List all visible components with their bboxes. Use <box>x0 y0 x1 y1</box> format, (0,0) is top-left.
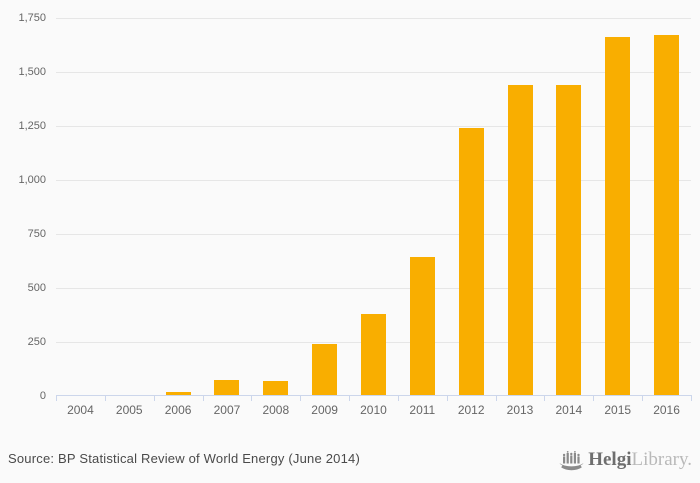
bar-slot <box>398 18 447 396</box>
bar-series <box>56 18 691 396</box>
x-axis-category-labels: 2004 2005 2006 2007 2008 2009 2010 2011 2012 2013… <box>56 403 691 417</box>
gridline <box>56 18 691 19</box>
x-axis-tick <box>691 396 692 401</box>
bar-2009[interactable] <box>312 344 338 396</box>
bar-slot <box>544 18 593 396</box>
bar-2012[interactable] <box>458 128 484 396</box>
gridline <box>56 234 691 235</box>
gridline <box>56 72 691 73</box>
y-axis-tick-label: 1,500 <box>18 66 46 78</box>
bar-slot <box>447 18 496 396</box>
x-axis-tick <box>153 396 155 401</box>
x-axis-label-2006: 2006 <box>164 403 192 417</box>
bar-slot <box>154 18 203 396</box>
helgi-library-logo[interactable]: HelgiLibrary. <box>559 446 692 474</box>
bar-2015[interactable] <box>605 37 631 396</box>
y-axis-tick-label: 1,000 <box>18 174 46 186</box>
bar-2016[interactable] <box>654 35 680 396</box>
x-axis-tick <box>397 396 399 401</box>
gridline <box>56 126 691 127</box>
bar-slot <box>496 18 545 396</box>
x-axis-tick <box>642 396 644 401</box>
x-axis-label-2004: 2004 <box>67 403 94 417</box>
bar-2010[interactable] <box>360 313 386 396</box>
x-axis-tick <box>495 396 497 401</box>
y-axis-tick-label: 1,250 <box>18 120 46 132</box>
x-axis-tick <box>349 396 351 401</box>
bar-2014[interactable] <box>556 84 582 396</box>
source-text: Source: BP Statistical Review of World E… <box>8 451 360 466</box>
x-axis-tick <box>300 396 302 401</box>
logo-text: HelgiLibrary. <box>588 446 692 474</box>
plot-area <box>56 18 691 396</box>
y-axis-tick-label: 0 <box>39 390 46 402</box>
bar-2006[interactable] <box>165 391 191 396</box>
x-axis-label-2015: 2015 <box>604 403 632 417</box>
x-axis-label-2009: 2009 <box>311 403 338 417</box>
x-axis-tick <box>593 396 595 401</box>
x-axis-label-2016: 2016 <box>653 403 680 417</box>
x-axis-label-2011: 2011 <box>409 403 436 417</box>
x-axis-line <box>56 395 692 396</box>
bar-slot <box>251 18 300 396</box>
x-axis-label-2013: 2013 <box>506 403 534 417</box>
y-axis-tick-label: 750 <box>27 228 46 240</box>
bar-2007[interactable] <box>214 379 240 396</box>
bar-slot <box>642 18 691 396</box>
y-axis-tick-label: 1,750 <box>18 12 46 24</box>
x-axis-tick <box>202 396 204 401</box>
bar-slot <box>203 18 252 396</box>
helgi-ship-icon <box>559 450 584 473</box>
x-axis-label-2008: 2008 <box>262 403 290 417</box>
x-axis-tick <box>251 396 253 401</box>
x-axis-label-2010: 2010 <box>360 403 387 417</box>
y-axis-tick-label: 500 <box>27 282 46 294</box>
bar-2008[interactable] <box>263 380 289 396</box>
bar-2013[interactable] <box>507 84 533 396</box>
bar-2011[interactable] <box>409 256 435 396</box>
bar-slot <box>349 18 398 396</box>
x-axis-tick <box>446 396 448 401</box>
x-axis-tick <box>104 396 106 401</box>
x-axis-label-2012: 2012 <box>457 403 485 417</box>
gridline <box>56 288 691 289</box>
bar-slot <box>593 18 642 396</box>
x-axis-label-2005: 2005 <box>115 403 143 417</box>
x-axis-label-2014: 2014 <box>555 403 583 417</box>
bar-slot <box>56 18 105 396</box>
bar-slot <box>105 18 154 396</box>
logo-text-library: Library. <box>631 449 693 470</box>
gridline <box>56 180 691 181</box>
x-axis-tick <box>544 396 546 401</box>
x-axis-tick <box>56 396 57 401</box>
y-axis-tick-label: 250 <box>27 336 46 348</box>
bar-slot <box>300 18 349 396</box>
x-axis-label-2007: 2007 <box>213 403 241 417</box>
logo-text-helgi: Helgi <box>588 449 632 470</box>
